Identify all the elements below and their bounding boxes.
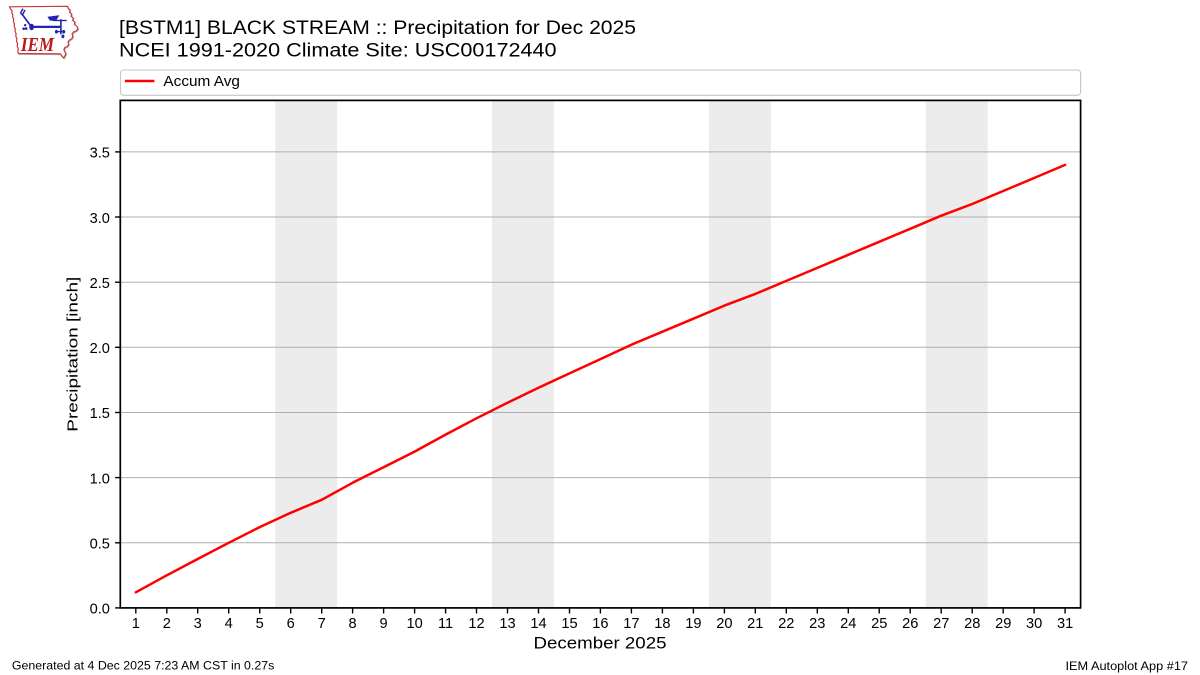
svg-text:8: 8 bbox=[349, 616, 357, 632]
svg-text:1: 1 bbox=[132, 616, 140, 632]
svg-text:7: 7 bbox=[318, 616, 326, 632]
svg-text:20: 20 bbox=[716, 616, 732, 632]
svg-text:0.0: 0.0 bbox=[90, 602, 110, 618]
svg-text:16: 16 bbox=[592, 616, 608, 632]
svg-text:2: 2 bbox=[163, 616, 171, 632]
svg-text:23: 23 bbox=[809, 616, 825, 632]
svg-text:3.0: 3.0 bbox=[90, 211, 110, 227]
svg-text:December 2025: December 2025 bbox=[534, 634, 667, 652]
svg-text:3.5: 3.5 bbox=[90, 146, 110, 162]
svg-text:10: 10 bbox=[406, 616, 422, 632]
svg-text:5: 5 bbox=[256, 616, 264, 632]
svg-text:3: 3 bbox=[194, 616, 202, 632]
svg-text:27: 27 bbox=[933, 616, 949, 632]
svg-text:NCEI 1991-2020 Climate Site: U: NCEI 1991-2020 Climate Site: USC00172440 bbox=[119, 41, 557, 62]
svg-text:22: 22 bbox=[778, 616, 794, 632]
svg-text:18: 18 bbox=[654, 616, 670, 632]
svg-text:2.5: 2.5 bbox=[90, 276, 110, 292]
svg-text:30: 30 bbox=[1026, 616, 1042, 632]
svg-text:13: 13 bbox=[499, 616, 515, 632]
svg-text:31: 31 bbox=[1057, 616, 1073, 632]
svg-text:1.5: 1.5 bbox=[90, 406, 110, 422]
svg-text:21: 21 bbox=[747, 616, 763, 632]
svg-text:29: 29 bbox=[995, 616, 1011, 632]
svg-text:Generated at 4 Dec 2025 7:23 A: Generated at 4 Dec 2025 7:23 AM CST in 0… bbox=[12, 659, 274, 673]
svg-text:14: 14 bbox=[530, 616, 546, 632]
svg-text:28: 28 bbox=[964, 616, 980, 632]
svg-text:26: 26 bbox=[902, 616, 918, 632]
svg-text:6: 6 bbox=[287, 616, 295, 632]
svg-text:15: 15 bbox=[561, 616, 577, 632]
svg-text:Precipitation [inch]: Precipitation [inch] bbox=[66, 277, 82, 432]
svg-text:9: 9 bbox=[380, 616, 388, 632]
svg-text:Accum Avg: Accum Avg bbox=[163, 73, 240, 90]
svg-text:[BSTM1] BLACK STREAM :: Precip: [BSTM1] BLACK STREAM :: Precipitation fo… bbox=[119, 18, 636, 39]
svg-text:11: 11 bbox=[438, 616, 453, 632]
svg-text:25: 25 bbox=[871, 616, 887, 632]
svg-text:4: 4 bbox=[225, 616, 233, 632]
svg-text:0.5: 0.5 bbox=[90, 537, 110, 553]
svg-text:1.0: 1.0 bbox=[90, 471, 110, 487]
svg-text:19: 19 bbox=[685, 616, 701, 632]
svg-text:17: 17 bbox=[623, 616, 639, 632]
svg-text:24: 24 bbox=[840, 616, 856, 632]
svg-text:2.0: 2.0 bbox=[90, 341, 110, 357]
svg-text:IEM: IEM bbox=[20, 34, 55, 56]
svg-text:12: 12 bbox=[468, 616, 484, 632]
svg-text:IEM Autoplot App #17: IEM Autoplot App #17 bbox=[1066, 659, 1189, 673]
